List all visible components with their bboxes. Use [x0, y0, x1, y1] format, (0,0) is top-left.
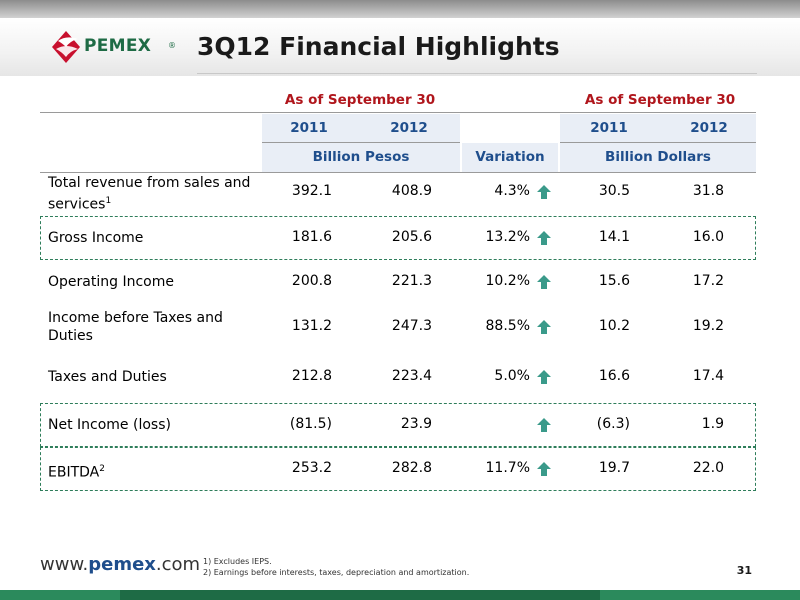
page-title: 3Q12 Financial Highlights — [197, 32, 560, 61]
year-header-2012-pesos: 2012 — [390, 120, 428, 136]
value-pesos-2012: 223.4 — [391, 368, 432, 384]
value-pesos-2012: 408.9 — [391, 183, 432, 199]
variation-header: Variation — [475, 149, 545, 165]
shade-variation — [462, 143, 558, 172]
url-prefix: www. — [40, 554, 89, 575]
value-dollars-2011: 14.1 — [598, 229, 630, 245]
value-variation: 4.3% — [494, 183, 530, 199]
up-arrow-icon — [537, 418, 551, 432]
bottom-band-segment — [0, 590, 120, 600]
up-arrow-icon — [537, 275, 551, 289]
row-label: Taxes and Duties — [48, 368, 268, 386]
row-label-text: Operating Income — [48, 274, 174, 290]
value-pesos-2011: 212.8 — [291, 368, 332, 384]
value-pesos-2012: 205.6 — [391, 229, 432, 245]
table-rule-top — [40, 112, 756, 113]
up-arrow-icon — [537, 320, 551, 334]
row-label-text: Income before Taxes and Duties — [48, 310, 223, 344]
value-dollars-2012: 22.0 — [692, 460, 724, 476]
value-pesos-2011: 253.2 — [291, 460, 332, 476]
value-pesos-2012: 23.9 — [400, 416, 432, 432]
up-arrow-icon — [537, 185, 551, 199]
highlight-box — [40, 403, 756, 447]
up-arrow-icon — [537, 462, 551, 476]
value-pesos-2011: (81.5) — [289, 416, 332, 432]
value-pesos-2011: 200.8 — [291, 273, 332, 289]
value-pesos-2012: 282.8 — [391, 460, 432, 476]
year-header-2011-dollars: 2011 — [590, 120, 628, 136]
group-header-dollars: As of September 30 — [584, 92, 736, 108]
value-dollars-2011: (6.3) — [596, 416, 630, 432]
year-header-2011-pesos: 2011 — [290, 120, 328, 136]
value-pesos-2011: 131.2 — [291, 318, 332, 334]
value-dollars-2011: 15.6 — [598, 273, 630, 289]
page-number: 31 — [736, 564, 752, 577]
group-header-pesos: As of September 30 — [284, 92, 436, 108]
row-label: Gross Income — [48, 229, 268, 247]
logo-text: PEMEX — [84, 36, 152, 56]
title-rule — [197, 73, 757, 74]
footnote-2: 2) Earnings before interests, taxes, dep… — [203, 568, 470, 577]
value-dollars-2012: 31.8 — [692, 183, 724, 199]
shade-pesos — [262, 114, 460, 172]
footnotes: 1) Excludes IEPS. 2) Earnings before int… — [203, 556, 469, 578]
up-arrow-icon — [537, 231, 551, 245]
row-label-text: Total revenue from sales and services — [48, 175, 251, 213]
logo-registered-mark: ® — [168, 41, 176, 50]
footnote-marker: 2 — [99, 464, 105, 474]
value-dollars-2012: 1.9 — [701, 416, 724, 432]
footnote-1: 1) Excludes IEPS. — [203, 557, 272, 566]
row-label-text: Taxes and Duties — [48, 369, 167, 385]
value-dollars-2012: 19.2 — [692, 318, 724, 334]
row-label-text: EBITDA — [48, 464, 100, 481]
top-band — [0, 0, 800, 18]
unit-header-pesos: Billion Pesos — [312, 149, 410, 165]
value-variation: 5.0% — [494, 368, 530, 384]
row-label-text: Gross Income — [48, 230, 144, 246]
shade-dollars — [560, 114, 756, 172]
highlight-box — [40, 216, 756, 260]
value-pesos-2012: 247.3 — [391, 318, 432, 334]
unit-header-dollars: Billion Dollars — [605, 149, 711, 165]
value-variation: 11.7% — [485, 460, 530, 476]
row-label: Total revenue from sales and services1 — [48, 174, 253, 214]
value-dollars-2011: 16.6 — [598, 368, 630, 384]
header-bar — [0, 18, 800, 76]
row-label: EBITDA2 — [48, 460, 268, 482]
url-suffix: .com — [155, 554, 201, 575]
subheader-rule-dollars — [560, 142, 756, 143]
bottom-band — [0, 590, 800, 600]
value-dollars-2011: 19.7 — [598, 460, 630, 476]
year-header-2012-dollars: 2012 — [690, 120, 728, 136]
bottom-band-segment — [600, 590, 800, 600]
value-dollars-2012: 17.4 — [692, 368, 724, 384]
pemex-logo-icon — [52, 31, 80, 63]
value-dollars-2011: 30.5 — [598, 183, 630, 199]
row-label: Net Income (loss) — [48, 416, 268, 434]
value-dollars-2012: 16.0 — [692, 229, 724, 245]
row-label: Operating Income — [48, 273, 268, 291]
up-arrow-icon — [537, 370, 551, 384]
value-pesos-2011: 181.6 — [291, 229, 332, 245]
highlight-box — [40, 447, 756, 491]
table-rule-header — [40, 172, 756, 173]
subheader-rule-pesos — [262, 142, 460, 143]
url-brand: pemex — [88, 554, 156, 575]
value-dollars-2011: 10.2 — [598, 318, 630, 334]
footnote-marker: 1 — [105, 196, 112, 206]
row-label: Income before Taxes and Duties — [48, 309, 253, 345]
value-variation: 10.2% — [485, 273, 530, 289]
value-pesos-2011: 392.1 — [291, 183, 332, 199]
value-pesos-2012: 221.3 — [391, 273, 432, 289]
footer-url[interactable]: www.pemex.com — [40, 554, 200, 575]
row-label-text: Net Income (loss) — [48, 417, 171, 433]
value-variation: 88.5% — [485, 318, 530, 334]
value-dollars-2012: 17.2 — [692, 273, 724, 289]
value-variation: 13.2% — [485, 229, 530, 245]
